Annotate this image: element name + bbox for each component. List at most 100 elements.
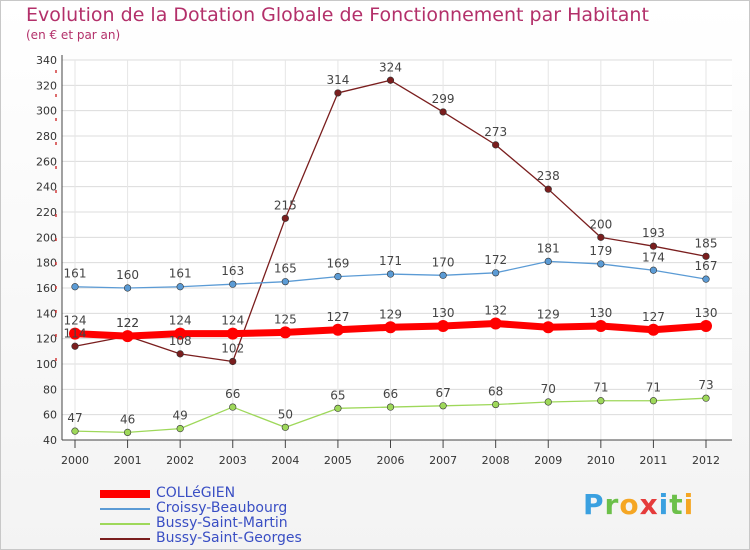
data-label: 67 [435,386,450,400]
data-point [229,280,237,288]
data-label: 68 [488,385,503,399]
chart-legend: COLLéGIEN Croissy-Beaubourg Bussy-Saint-Ma… [100,486,302,546]
data-label: 122 [116,316,139,330]
data-label: 273 [484,125,507,139]
data-point [492,141,500,149]
data-point [492,400,500,409]
y-tick-label: 220 [36,206,57,219]
data-label: 108 [169,334,192,348]
data-label: 130 [695,306,718,320]
data-label: 238 [537,169,560,183]
data-label: 49 [173,409,188,423]
data-point [281,278,289,286]
data-point [176,425,184,433]
plot-area [62,60,732,440]
y-tick-label: 240 [36,181,57,194]
data-point [281,214,289,222]
data-label: 130 [589,306,612,320]
logo-letter: P [583,488,605,521]
x-tick-label: 2000 [61,454,89,467]
data-point [121,330,134,343]
data-label: 193 [642,226,665,240]
data-label: 127 [642,310,665,324]
data-label: 124 [169,314,192,328]
data-point [492,269,500,277]
data-label: 215 [274,198,297,212]
data-label: 171 [379,254,402,268]
data-point [437,320,450,332]
legend-label: COLLéGIEN [156,485,236,501]
x-tick-label: 2004 [271,454,299,467]
x-tick-label: 2010 [587,454,615,467]
data-label: 114 [64,326,87,340]
data-label: 170 [432,255,455,269]
data-point [649,266,658,274]
data-point [700,320,712,332]
data-point [439,271,447,279]
data-point [544,257,552,266]
legend-item: Bussy-Saint-Martin [100,516,302,531]
y-tick-label: 260 [36,155,57,168]
data-label: 161 [64,267,87,281]
data-label: 46 [120,412,135,426]
logo-letter: o [619,488,640,521]
data-point [597,233,605,241]
data-label: 132 [484,303,507,317]
data-label: 73 [698,378,713,392]
data-point [386,270,395,278]
x-tick-label: 2005 [324,454,352,467]
x-tick-label: 2008 [482,454,510,467]
data-label: 314 [326,73,349,87]
data-label: 127 [326,310,349,324]
logo-letter: t [669,488,684,521]
data-label: 129 [379,307,402,321]
data-label: 50 [278,407,293,421]
legend-label: Croissy-Beaubourg [156,500,288,516]
legend-swatch [100,507,150,510]
data-point [649,242,658,250]
data-point [279,326,292,339]
data-point [334,273,342,281]
data-label: 66 [383,387,398,401]
x-tick-label: 2003 [219,454,247,467]
data-label: 179 [589,244,612,258]
data-label: 181 [537,241,560,255]
data-point [597,397,605,405]
data-point [331,323,344,336]
data-label: 169 [326,257,349,271]
data-label: 122 [116,316,139,330]
data-label: 165 [274,262,297,276]
legend-swatch [100,537,150,540]
data-label: 71 [646,381,661,395]
data-label: 161 [169,267,192,281]
logo-letter: x [639,488,659,521]
y-tick-label: 120 [36,333,57,346]
data-label: 47 [67,411,82,425]
data-point [174,327,187,340]
y-tick-label: 80 [43,383,57,396]
data-point [702,275,710,283]
data-point [647,323,660,336]
data-point [439,402,447,410]
data-point [176,283,184,291]
data-label: 167 [695,259,718,273]
data-label: 129 [537,307,560,321]
data-point [123,284,132,292]
data-point [386,403,395,411]
data-label: 130 [432,306,455,320]
logo-letter: i [658,488,670,521]
data-label: 185 [695,236,718,250]
legend-swatch [100,522,150,525]
logo-letter: i [683,488,695,521]
data-point [229,357,237,366]
data-point [176,350,184,358]
data-label: 65 [330,388,345,402]
y-tick-label: 140 [36,307,57,320]
data-point [489,317,502,330]
data-point [594,320,607,332]
data-point [71,342,79,350]
data-label: 71 [593,381,608,395]
data-point [226,327,239,340]
data-point [384,321,397,334]
